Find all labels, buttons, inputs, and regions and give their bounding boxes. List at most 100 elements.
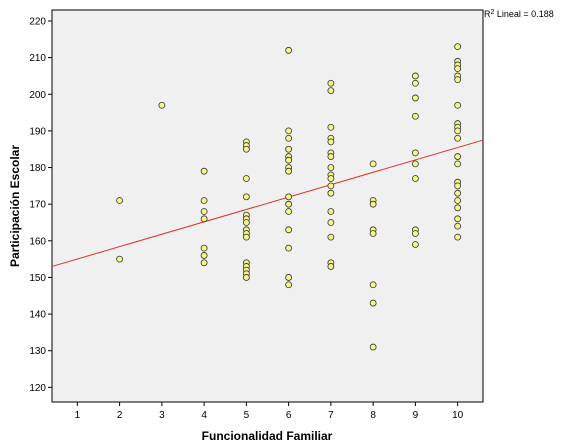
data-point	[285, 46, 293, 54]
data-point	[327, 87, 335, 94]
y-tick-label: 150	[29, 273, 46, 284]
r-squared-value: Lineal = 0.188	[494, 9, 553, 19]
data-point	[411, 241, 419, 248]
data-point	[454, 222, 462, 230]
data-point	[327, 263, 335, 270]
y-tick-label: 210	[29, 53, 46, 64]
data-point	[369, 343, 377, 351]
data-point	[200, 252, 208, 259]
data-point	[369, 299, 377, 307]
y-tick-label: 170	[29, 200, 46, 211]
data-point	[454, 182, 462, 190]
y-tick-label: 190	[29, 126, 46, 137]
x-axis: 1 2 3 4 5 6 7 8 9 10	[75, 402, 464, 421]
data-point	[327, 153, 335, 160]
data-point	[411, 94, 419, 102]
data-point	[411, 175, 419, 182]
data-point	[242, 219, 250, 226]
data-point	[454, 204, 462, 212]
data-point	[285, 134, 293, 142]
y-axis: 120 130 140 150 160 170 180 190 200 210 220	[29, 16, 52, 394]
data-point	[454, 160, 462, 168]
data-point	[285, 244, 293, 252]
r-squared-superscript: 2	[491, 9, 495, 16]
data-point	[200, 208, 208, 215]
data-point	[454, 127, 462, 135]
data-point	[327, 182, 335, 190]
data-point	[454, 134, 462, 142]
data-point	[411, 72, 419, 80]
data-point	[454, 197, 462, 204]
data-point	[454, 76, 462, 84]
data-point	[411, 160, 419, 168]
data-point	[454, 233, 462, 241]
data-point	[242, 233, 250, 241]
data-point	[411, 230, 419, 237]
data-point	[285, 281, 293, 289]
x-tick-label: 3	[159, 410, 165, 421]
data-point	[327, 175, 335, 182]
data-point	[327, 79, 335, 87]
data-point	[327, 123, 335, 131]
data-point	[285, 167, 293, 175]
regression-line	[51, 139, 484, 267]
data-point	[116, 197, 124, 204]
data-point	[285, 200, 293, 208]
data-point	[200, 197, 208, 204]
data-point	[454, 153, 462, 160]
x-tick-label: 4	[201, 410, 207, 421]
data-point	[369, 160, 377, 168]
y-tick-label: 180	[29, 163, 46, 174]
data-point	[454, 215, 462, 223]
data-point	[242, 274, 250, 281]
data-point	[327, 219, 335, 226]
y-tick-label: 120	[29, 383, 46, 394]
y-axis-title: Participación Escolar	[8, 145, 22, 267]
data-point	[200, 215, 208, 223]
data-point	[285, 208, 293, 215]
data-point	[369, 230, 377, 237]
data-point	[327, 189, 335, 197]
data-point	[411, 112, 419, 120]
data-point	[327, 208, 335, 215]
x-tick-label: 8	[370, 410, 376, 421]
data-point	[285, 156, 293, 164]
x-tick-label: 1	[75, 410, 81, 421]
data-point	[158, 101, 166, 109]
data-point	[285, 193, 293, 201]
x-tick-label: 9	[413, 410, 419, 421]
data-point	[285, 226, 293, 234]
data-point	[369, 281, 377, 289]
data-point	[454, 43, 462, 51]
data-point	[116, 255, 124, 263]
data-point	[200, 167, 208, 175]
plot-area	[51, 9, 484, 403]
data-point	[242, 175, 250, 182]
data-point	[327, 164, 335, 171]
data-point	[200, 259, 208, 267]
y-tick-label: 160	[29, 236, 46, 247]
y-tick-label: 220	[29, 16, 46, 27]
data-point	[285, 274, 293, 281]
x-axis-title: Funcionalidad Familiar	[202, 429, 333, 443]
data-point	[200, 244, 208, 252]
r-squared-prefix: R	[484, 9, 491, 19]
data-point	[327, 138, 335, 146]
data-point	[369, 200, 377, 208]
x-tick-label: 7	[328, 410, 334, 421]
data-points	[116, 43, 462, 351]
x-tick-label: 5	[244, 410, 250, 421]
data-point	[454, 65, 462, 73]
data-point	[242, 145, 250, 153]
data-point	[285, 127, 293, 135]
data-point	[411, 149, 419, 157]
data-point	[242, 193, 250, 201]
x-tick-label: 10	[452, 410, 464, 421]
data-point	[327, 233, 335, 241]
data-point	[454, 189, 462, 197]
y-tick-label: 200	[29, 90, 46, 101]
data-point	[411, 79, 419, 87]
x-tick-label: 6	[286, 410, 292, 421]
y-tick-label: 140	[29, 310, 46, 321]
